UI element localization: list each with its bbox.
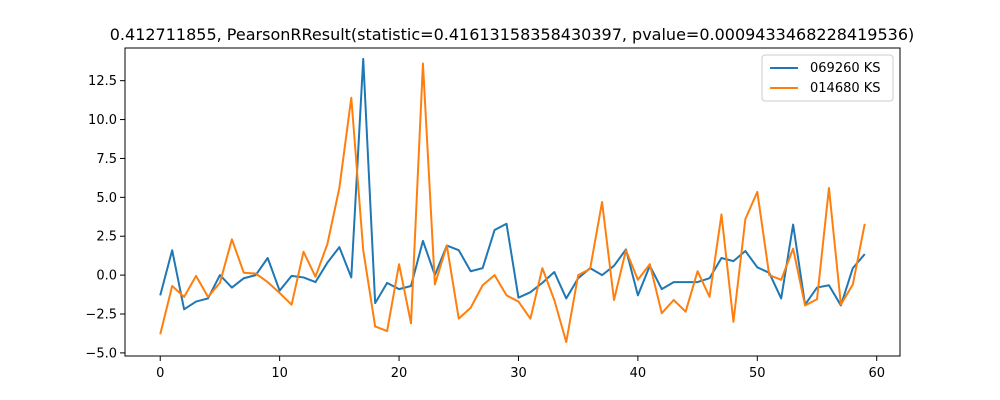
x-tick-label: 60 [868, 366, 885, 381]
x-tick-label: 50 [749, 366, 766, 381]
y-axis: −5.0 −2.5 0.0 2.5 5.0 7.5 10.0 12.5 [85, 74, 125, 361]
legend-box [761, 54, 894, 102]
legend-label-series-2: 014680 KS [810, 81, 881, 96]
y-tick-label: 10.0 [88, 113, 117, 128]
y-tick-label: 12.5 [88, 74, 117, 89]
series-line-1 [159, 57, 866, 311]
series-line-2 [159, 62, 866, 343]
plot-frame [124, 47, 901, 357]
y-tick-label: 5.0 [96, 191, 117, 206]
x-tick-label: 30 [510, 366, 527, 381]
y-tick-label: 2.5 [96, 230, 117, 245]
y-tick-label: −5.0 [85, 346, 117, 361]
x-tick-label: 10 [271, 366, 288, 381]
x-tick-label: 40 [630, 366, 647, 381]
x-tick-label: 0 [156, 366, 164, 381]
x-tick-label: 20 [391, 366, 408, 381]
x-axis: 0 10 20 30 40 50 60 [156, 356, 885, 381]
legend: 069260 KS 014680 KS [761, 54, 894, 102]
y-tick-label: 0.0 [96, 269, 117, 284]
legend-label-series-1: 069260 KS [810, 61, 881, 76]
y-tick-label: 7.5 [96, 152, 117, 167]
series-layer [159, 57, 866, 343]
y-tick-label: −2.5 [85, 308, 117, 323]
chart-title: 0.412711855, PearsonRResult(statistic=0.… [110, 25, 915, 44]
